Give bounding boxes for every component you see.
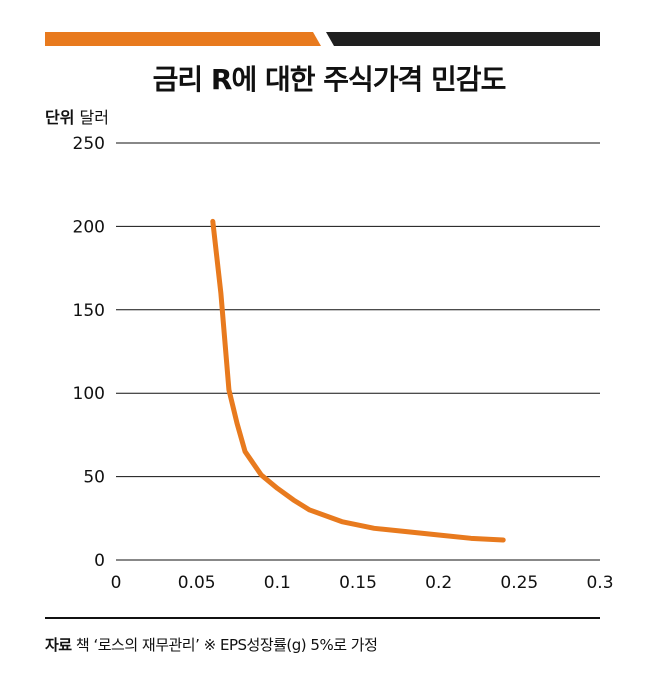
x-tick-label: 0.3 bbox=[586, 573, 613, 593]
source-label: 자료 bbox=[45, 636, 72, 654]
x-tick-label: 0 bbox=[111, 573, 122, 593]
header-bar-orange bbox=[45, 32, 321, 46]
x-tick-label: 0.1 bbox=[264, 573, 291, 593]
header-bar bbox=[45, 32, 600, 46]
y-tick-label: 0 bbox=[94, 551, 105, 571]
source-text: 책 ‘로스의 재무관리’ ※ EPS성장률(g) 5%로 가정 bbox=[75, 636, 378, 654]
line-chart: 0 50 100 150 200 250 0 0.05 0.1 0.15 0.2 0.25 0.3 bbox=[73, 134, 614, 593]
x-tick-label: 0.25 bbox=[500, 573, 538, 593]
y-tick-label: 200 bbox=[73, 217, 105, 237]
unit-label-key: 단위 bbox=[45, 108, 75, 127]
source-note: 자료 책 ‘로스의 재무관리’ ※ EPS성장률(g) 5%로 가정 bbox=[45, 634, 378, 655]
y-tick-label: 50 bbox=[83, 468, 105, 488]
y-tick-label: 100 bbox=[73, 384, 105, 404]
x-tick-label: 0.2 bbox=[425, 573, 452, 593]
unit-label: 단위 달러 bbox=[45, 104, 109, 128]
y-tick-label: 250 bbox=[73, 134, 105, 154]
footer-divider bbox=[45, 617, 600, 619]
y-tick-label: 150 bbox=[73, 301, 105, 321]
x-tick-label: 0.15 bbox=[339, 573, 377, 593]
unit-label-value: 달러 bbox=[79, 108, 109, 127]
series-line-0 bbox=[210, 218, 506, 543]
chart-title: 금리 R에 대한 주식가격 민감도 bbox=[152, 63, 507, 96]
x-tick-label: 0.05 bbox=[178, 573, 216, 593]
header-bar-dark bbox=[326, 32, 600, 46]
